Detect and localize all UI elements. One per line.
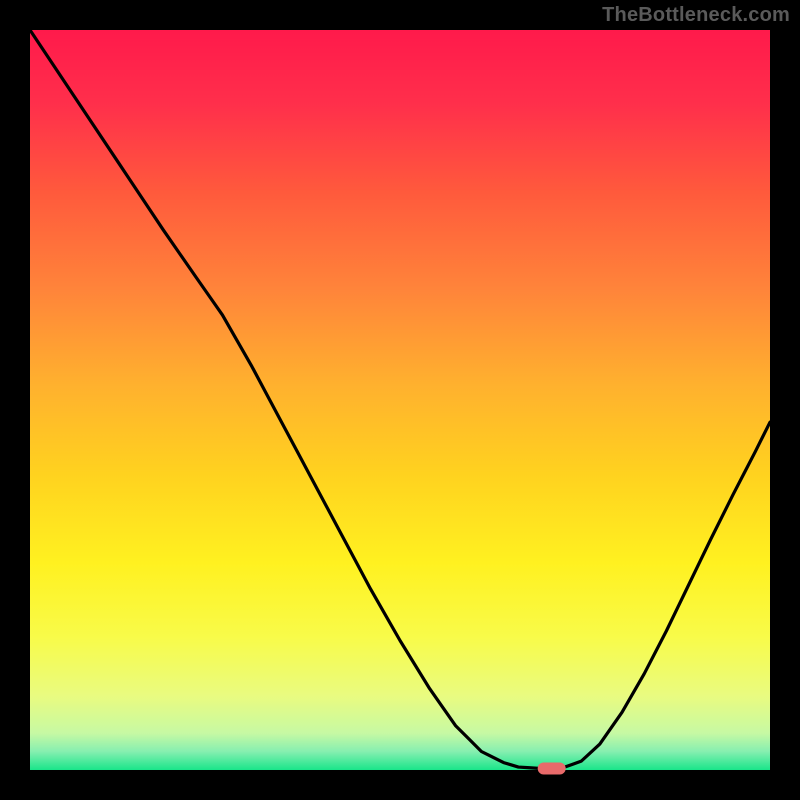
plot-background: [30, 30, 770, 770]
bottleneck-curve-chart: [0, 0, 800, 800]
optimal-marker: [538, 763, 566, 775]
watermark-text: TheBottleneck.com: [602, 4, 790, 27]
chart-container: TheBottleneck.com: [0, 0, 800, 800]
